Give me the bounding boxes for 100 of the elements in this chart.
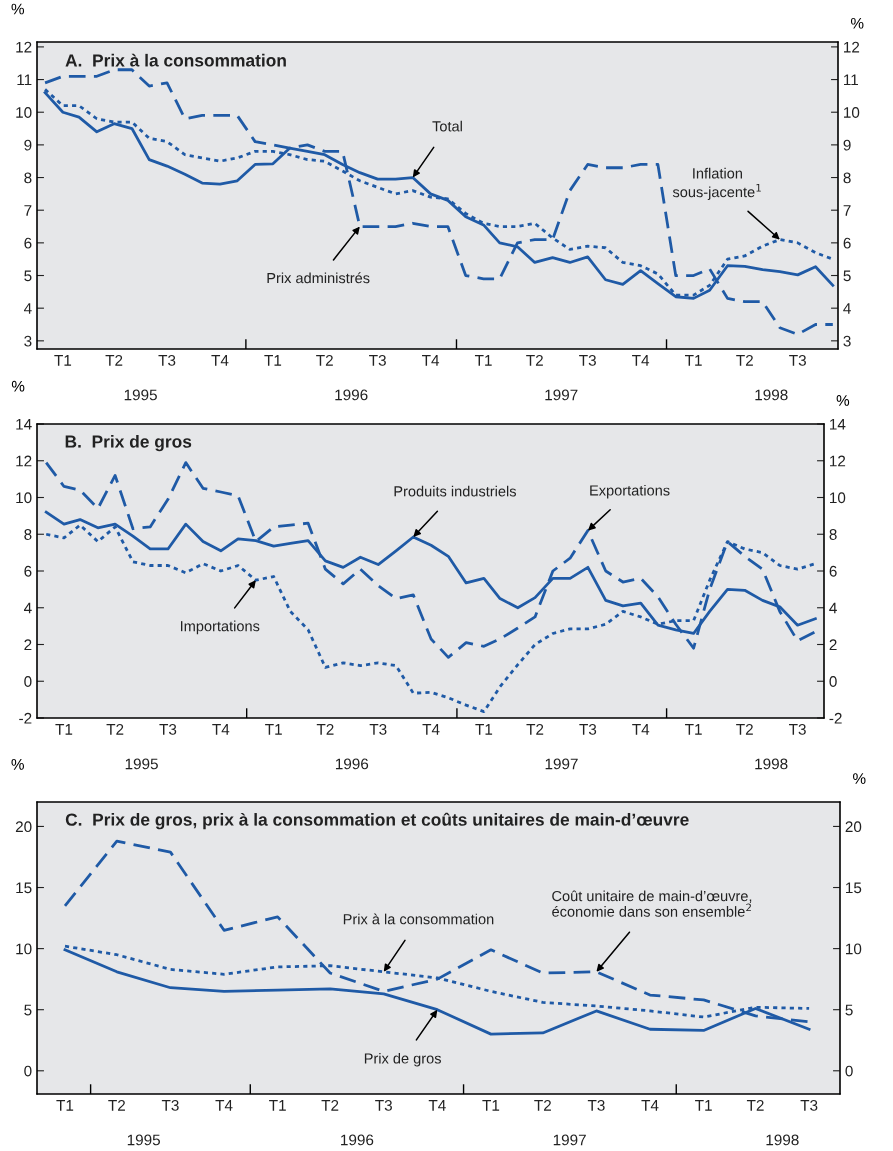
- text: A. Prix à la consommation: [65, 53, 286, 67]
- y2-tick-label: 10: [844, 107, 860, 118]
- y2-axis-title: %: [836, 395, 850, 406]
- y2-tick-label: 12: [844, 41, 860, 53]
- x-tick-label: T3: [161, 1099, 179, 1111]
- y2-tick-label: 10: [830, 492, 846, 504]
- x-tick-label: T2: [736, 723, 753, 735]
- x-tick-label: T3: [789, 354, 806, 366]
- x-tick-label: T2: [321, 1099, 339, 1111]
- y-tick-label: 0: [24, 676, 32, 687]
- y-axis-title: %: [11, 380, 25, 392]
- y-tick-label: 20: [15, 821, 32, 833]
- x-tick-label: T4: [422, 355, 440, 366]
- y2-tick-label: 8: [843, 172, 851, 184]
- y-axis-title: %: [11, 759, 24, 770]
- y2-tick-label: 10: [846, 943, 862, 955]
- x-tick-label: T1: [264, 355, 282, 366]
- annotation: Produits industriels: [394, 485, 517, 497]
- x-tick-label: T2: [736, 354, 753, 366]
- text: 1997: [553, 1134, 586, 1146]
- x-tick-label: T3: [579, 723, 597, 735]
- y2-tick-label: 6: [843, 237, 851, 249]
- y-tick-label: 12: [16, 41, 32, 53]
- y-tick-label: 8: [24, 172, 32, 184]
- x-tick-label: T2: [316, 723, 334, 735]
- x-tick-label: T3: [800, 1099, 818, 1111]
- y-tick-label: 0: [24, 1065, 32, 1077]
- y-tick-label: 10: [16, 943, 32, 955]
- text: 1995: [125, 758, 158, 770]
- y2-tick-label: 0: [845, 1065, 853, 1077]
- y2-tick-label: 7: [843, 205, 851, 216]
- annotation: Prix de gros: [364, 1052, 441, 1067]
- y-tick-label: 10: [16, 107, 32, 118]
- x-tick-label: T1: [265, 724, 282, 735]
- y-tick-label: 12: [16, 455, 32, 467]
- y2-tick-label: 8: [829, 529, 837, 540]
- x-tick-label: T1: [475, 724, 493, 735]
- y2-tick-label: 4: [829, 602, 837, 614]
- x-tick-label: T4: [428, 1100, 446, 1111]
- annotation: Importations: [180, 620, 260, 635]
- y2-tick-label: 0: [829, 676, 837, 687]
- y2-tick-label: 2: [829, 639, 837, 651]
- y-tick-label: 8: [24, 529, 32, 540]
- y-tick-label: 4: [23, 602, 32, 614]
- x-tick-label: T3: [369, 354, 386, 366]
- y2-axis-title: %: [853, 773, 866, 784]
- y-tick-label: 14: [16, 419, 32, 430]
- y-tick-label: 11: [17, 74, 32, 86]
- text: C. Prix de gros, prix à la consommation et coûts unitaires de main-d’œuvre: [65, 812, 689, 830]
- x-tick-label: T3: [159, 723, 177, 735]
- annotation: Total: [432, 120, 462, 132]
- x-tick-label: T4: [641, 1100, 659, 1111]
- x-tick-label: T2: [316, 354, 333, 366]
- x-tick-label: T3: [579, 354, 596, 366]
- x-tick-label: T1: [54, 355, 72, 366]
- x-tick-label: T2: [108, 1099, 125, 1111]
- y-tick-label: 9: [24, 139, 32, 151]
- y2-tick-label: 6: [829, 565, 837, 577]
- y2-tick-label: 20: [845, 821, 862, 833]
- x-tick-label: T4: [422, 724, 440, 735]
- x-tick-label: T2: [105, 354, 123, 366]
- annotation: Prix administrés: [267, 272, 370, 284]
- x-tick-label: T2: [534, 1099, 551, 1111]
- y2-tick-label: 15: [846, 882, 862, 894]
- x-tick-label: T3: [789, 723, 806, 735]
- text: 1995: [127, 1134, 160, 1146]
- y2-tick-label: 11: [844, 74, 858, 86]
- text: 1996: [341, 1134, 374, 1146]
- line-series: [43, 68, 835, 336]
- x-tick-label: T4: [632, 724, 650, 735]
- x-tick-label: T2: [526, 354, 543, 366]
- text: B. Prix de gros: [65, 434, 192, 452]
- y-tick-label: 10: [16, 492, 32, 504]
- y2-tick-label: 14: [830, 419, 846, 430]
- x-tick-label: T1: [269, 1100, 286, 1111]
- x-tick-label: T1: [685, 724, 702, 735]
- x-tick-label: T1: [695, 1100, 712, 1111]
- y-tick-label: -2: [19, 712, 32, 724]
- x-tick-label: T3: [587, 1099, 605, 1111]
- x-tick-label: T4: [211, 355, 229, 366]
- x-tick-label: T4: [215, 1100, 233, 1111]
- text: 1998: [766, 1134, 799, 1146]
- y2-tick-label: 3: [843, 335, 851, 347]
- y2-tick-label: 12: [830, 455, 846, 467]
- text: 1997: [545, 758, 578, 770]
- y-tick-label: 6: [24, 237, 32, 249]
- x-tick-label: T2: [746, 1099, 764, 1111]
- y-tick-label: 15: [16, 882, 32, 894]
- x-tick-label: T4: [212, 724, 230, 735]
- y-tick-label: 2: [24, 639, 32, 651]
- text: 1998: [755, 389, 788, 401]
- x-tick-label: T1: [56, 1100, 74, 1111]
- y2-axis-title: %: [850, 17, 864, 29]
- x-tick-label: T3: [158, 354, 176, 366]
- text: 1998: [755, 758, 788, 770]
- annotation: Prix à la consommation: [343, 913, 494, 925]
- y-tick-label: 6: [24, 565, 32, 577]
- x-tick-label: T1: [482, 1100, 500, 1111]
- x-tick-label: T1: [685, 355, 702, 366]
- y2-tick-label: 4: [843, 303, 851, 314]
